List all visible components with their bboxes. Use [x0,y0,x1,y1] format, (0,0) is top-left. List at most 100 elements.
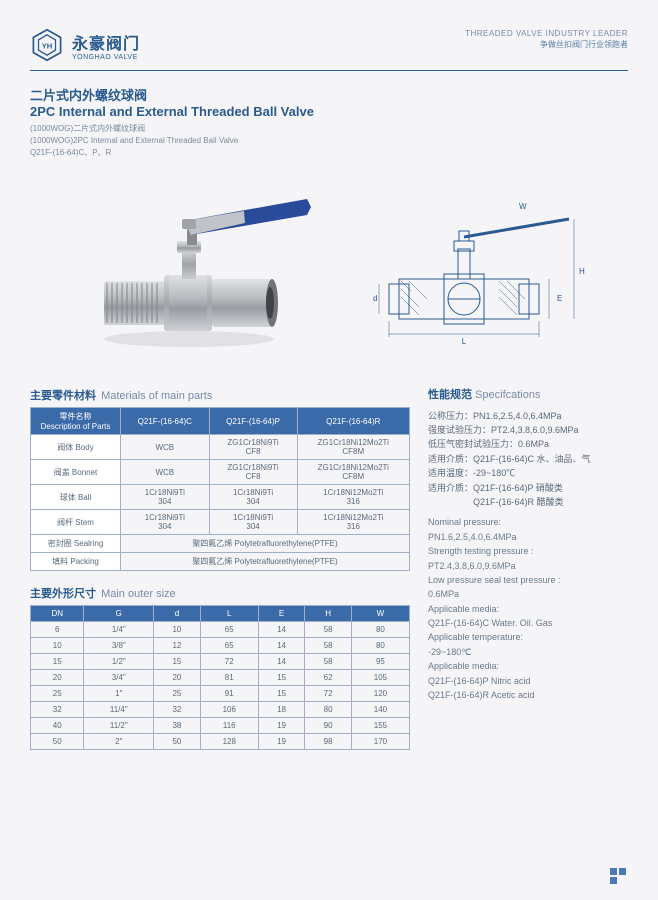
table-cell: 6 [31,622,84,638]
table-cell: 72 [200,654,258,670]
spec-line: -29~180℃ [428,645,628,659]
spec-line: Q21F-(16-64)R 醋酸类 [428,495,628,509]
spec-line: PN1.6,2.5,4.0,6.4MPa [428,530,628,544]
table-cell: 58 [305,654,352,670]
table-cell: 62 [305,670,352,686]
spec-line: Q21F-(16-64)C Water. Oil. Gas [428,616,628,630]
table-cell: 106 [200,702,258,718]
logo-block: YH 永豪阀门 YONGHAO VALVE [30,28,140,62]
table-row: 阀杆 Stem1Cr18Ni9Ti3041Cr18Ni9Ti3041Cr18Ni… [31,510,410,535]
table-cell: 80 [351,622,409,638]
table-cell: 98 [305,734,352,750]
table-row: 球体 Ball1Cr18Ni9Ti3041Cr18Ni9Ti3041Cr18Ni… [31,485,410,510]
table-row: 阀盖 BonnetWCBZG1Cr18Ni9TiCF8ZG1Cr18Ni12Mo… [31,460,410,485]
materials-title: 主要零件材料 Materials of main parts [30,387,410,403]
spec-lines-en: Nominal pressure:PN1.6,2.5,4.0,6.4MPaStr… [428,515,628,702]
table-cell: WCB [121,435,210,460]
table-cell: 105 [351,670,409,686]
spec-line: Nominal pressure: [428,515,628,529]
table-cell: 15 [258,670,305,686]
table-cell: 填料 Packing [31,553,121,571]
table-cell: 阀杆 Stem [31,510,121,535]
table-cell: 3/8" [84,638,154,654]
table-cell: 18 [258,702,305,718]
spec-line: 低压气密封试验压力：0.6MPa [428,437,628,451]
table-row: 502"501281998170 [31,734,410,750]
table-row: 61/4"1065145880 [31,622,410,638]
content-row: 主要零件材料 Materials of main parts 零件名称Descr… [30,387,628,764]
page-header: YH 永豪阀门 YONGHAO VALVE THREADED VALVE IND… [30,28,628,62]
table-cell: 1Cr18Ni12Mo2Ti316 [297,510,409,535]
tagline-cn: 争做丝扣阀门行业领跑者 [465,39,628,50]
table-cell: 25 [31,686,84,702]
table-cell: 32 [154,702,201,718]
sizes-table: DNGdLEHW 61/4"1065145880103/8"1265145880… [30,605,410,750]
header-rule [30,70,628,71]
table-cell: 聚四氟乙烯 Polytetrafluorethylene(PTFE) [121,535,410,553]
table-cell: 阀盖 Bonnet [31,460,121,485]
table-cell: 10 [31,638,84,654]
table-cell: 50 [154,734,201,750]
table-row: 251"25911572120 [31,686,410,702]
subtitle-line: Q21F-(16-64)C、P、R [30,147,628,159]
table-cell: 1/4" [84,622,154,638]
table-cell: 155 [351,718,409,734]
table-header: H [305,606,352,622]
table-header: Q21F-(16-64)R [297,408,409,435]
spec-title: 性能规范 Specifcations [428,387,628,405]
table-cell: 1Cr18Ni9Ti304 [209,510,297,535]
table-cell: 聚四氟乙烯 Polytetrafluorethylene(PTFE) [121,553,410,571]
table-cell: ZG1Cr18Ni9TiCF8 [209,435,297,460]
spec-line: 公称压力：PN1.6,2.5,4.0,6.4MPa [428,409,628,423]
table-cell: 80 [351,638,409,654]
table-cell: 15 [31,654,84,670]
table-cell: 19 [258,734,305,750]
table-cell: 20 [154,670,201,686]
table-cell: 140 [351,702,409,718]
table-cell: 15 [258,686,305,702]
table-cell: ZG1Cr18Ni12Mo2TiCF8M [297,460,409,485]
table-header: L [200,606,258,622]
table-header: W [351,606,409,622]
table-header: E [258,606,305,622]
brand-name-en: YONGHAO VALVE [72,54,140,61]
table-cell: 1" [84,686,154,702]
table-cell: 25 [154,686,201,702]
tagline: THREADED VALVE INDUSTRY LEADER 争做丝扣阀门行业领… [465,28,628,50]
svg-text:W: W [519,202,527,211]
table-header: 零件名称Description of Parts [31,408,121,435]
table-row: 203/4"20811562105 [31,670,410,686]
table-cell: 10 [154,622,201,638]
table-cell: 3/4" [84,670,154,686]
table-row: 4011/2"381161990155 [31,718,410,734]
spec-line: Low pressure seal test pressure : [428,573,628,587]
table-cell: 50 [31,734,84,750]
footer-mark-icon [610,868,628,884]
table-cell: 91 [200,686,258,702]
spec-line: 适用介质：Q21F-(16-64)C 水、油品、气 [428,452,628,466]
table-cell: 20 [31,670,84,686]
table-cell: 65 [200,622,258,638]
svg-text:d: d [373,294,377,303]
table-header: Q21F-(16-64)P [209,408,297,435]
table-cell: WCB [121,460,210,485]
table-header: Q21F-(16-64)C [121,408,210,435]
spec-line: Q21F-(16-64)R Acetic acid [428,688,628,702]
spec-line: Applicable media: [428,659,628,673]
tagline-en: THREADED VALVE INDUSTRY LEADER [465,28,628,39]
spec-lines-cn: 公称压力：PN1.6,2.5,4.0,6.4MPa强度试验压力：PT2.4,3.… [428,409,628,510]
sizes-title: 主要外形尺寸 Main outer size [30,585,410,601]
table-cell: 38 [154,718,201,734]
table-cell: 12 [154,638,201,654]
spec-line: 强度试验压力：PT2.4,3.8,6.0,9.6MPa [428,423,628,437]
table-cell: 90 [305,718,352,734]
table-cell: ZG1Cr18Ni12Mo2TiCF8M [297,435,409,460]
table-cell: 阀体 Body [31,435,121,460]
svg-text:H: H [579,267,585,276]
table-header: G [84,606,154,622]
table-cell: 1Cr18Ni12Mo2Ti316 [297,485,409,510]
table-cell: 1Cr18Ni9Ti304 [121,485,210,510]
figure-row: L E H d W [30,169,628,369]
table-cell: 14 [258,622,305,638]
spec-line: 0.6MPa [428,587,628,601]
